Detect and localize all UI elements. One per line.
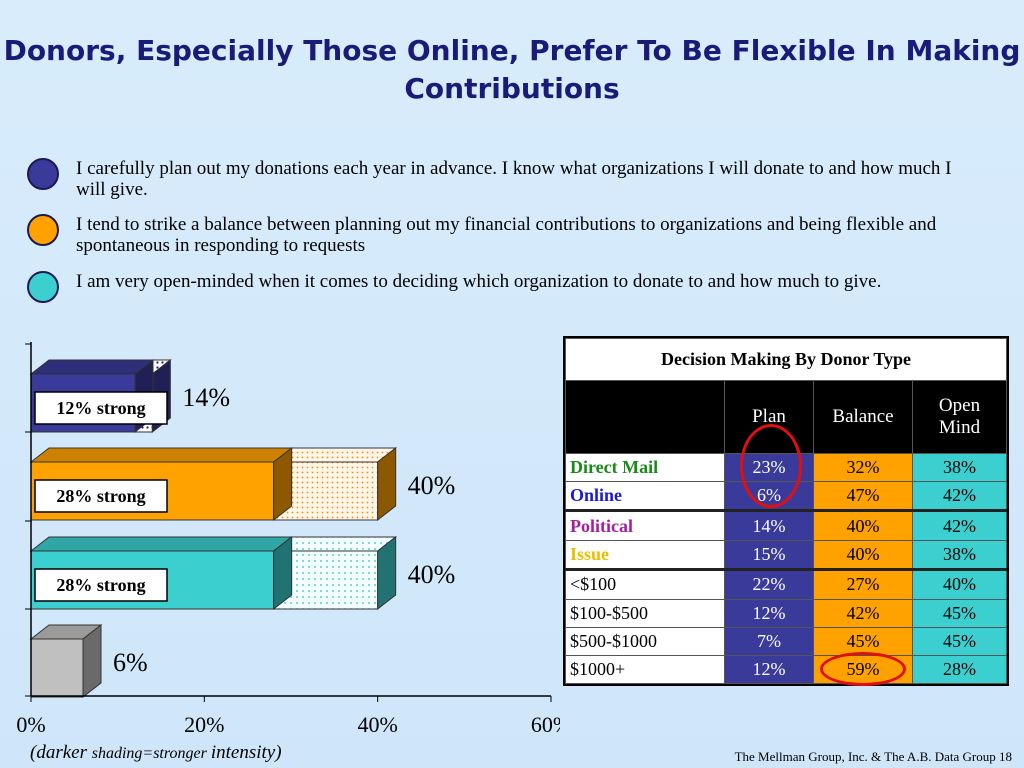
highlight-circle-plan xyxy=(740,424,802,508)
table-row-label: Political xyxy=(565,509,725,541)
table-cell-plan: 12% xyxy=(724,654,814,685)
legend-dot-balance xyxy=(27,214,59,246)
table-cell-balance: 27% xyxy=(813,568,913,600)
table-cell-balance: 40% xyxy=(813,539,913,571)
strong-label-box xyxy=(34,568,168,602)
highlight-circle-balance xyxy=(820,652,906,686)
bar-strong-segment xyxy=(29,623,103,699)
table-cell-open: 45% xyxy=(912,626,1007,656)
table-row-label: $100-$500 xyxy=(565,598,725,628)
table-cell-open: 40% xyxy=(912,568,1007,600)
table-row-label: <$100 xyxy=(565,568,725,600)
strong-label-box xyxy=(34,479,168,513)
table-header-open: Open Mind xyxy=(912,380,1007,454)
legend-text-open: I am very open-minded when it comes to d… xyxy=(76,271,882,292)
table-cell-plan: 15% xyxy=(724,539,814,571)
table-cell-plan: 12% xyxy=(724,598,814,628)
legend-dot-open xyxy=(27,271,59,303)
table-cell-open: 38% xyxy=(912,539,1007,571)
strong-label: 12% strong xyxy=(56,398,145,418)
table-row: Issue 15% 40% 38% xyxy=(565,539,1007,571)
table-row-label: $500-$1000 xyxy=(565,626,725,656)
x-tick-label: 40% xyxy=(358,712,398,737)
note-part2: shading=stronger xyxy=(91,745,211,762)
table-cell-plan: 14% xyxy=(724,509,814,541)
table-row-label: $1000+ xyxy=(565,654,725,685)
table-row: $1000+ 12% 59% 28% xyxy=(565,654,1007,685)
table-row: <$100 22% 27% 40% xyxy=(565,568,1007,600)
table-header-balance: Balance xyxy=(813,380,913,454)
table-row: $100-$500 12% 42% 45% xyxy=(565,598,1007,628)
footer-credit: The Mellman Group, Inc. & The A.B. Data … xyxy=(734,749,1012,764)
table-cell-open: 45% xyxy=(912,598,1007,628)
strong-label: 28% strong xyxy=(56,575,145,595)
table-cell-open: 28% xyxy=(912,654,1007,685)
table-caption: Decision Making By Donor Type xyxy=(565,337,1007,382)
table-header-blank xyxy=(565,380,725,454)
strong-label: 28% strong xyxy=(56,486,145,506)
table-cell-plan: 22% xyxy=(724,568,814,600)
bar-chart: 12% strong 14% 28% strong 40% 28% strong 40% 6… xyxy=(16,342,560,737)
table-row: Political 14% 40% 42% xyxy=(565,509,1007,541)
table-row-label: Issue xyxy=(565,539,725,571)
bar-value-label: 6% xyxy=(113,648,148,677)
table-cell-open: 42% xyxy=(912,481,1007,512)
table-cell-balance: 40% xyxy=(813,509,913,541)
x-tick-label: 0% xyxy=(16,712,45,737)
legend-dot-plan xyxy=(27,158,59,190)
table-cell-balance: 47% xyxy=(813,481,913,512)
bar-value-label: 40% xyxy=(408,560,456,589)
table-cell-balance: 42% xyxy=(813,598,913,628)
table-row: $500-$1000 7% 45% 45% xyxy=(565,626,1007,656)
table-cell-open: 38% xyxy=(912,452,1007,483)
bar-value-label: 14% xyxy=(182,383,230,412)
table-cell-open: 42% xyxy=(912,509,1007,541)
table-row: Online 6% 47% 42% xyxy=(565,481,1007,512)
legend-text-balance: I tend to strike a balance between plann… xyxy=(76,214,937,256)
table-cell-balance: 45% xyxy=(813,626,913,656)
x-tick-label: 20% xyxy=(184,712,224,737)
strong-label-box xyxy=(34,391,168,425)
shading-note: (darker shading=stronger intensity) xyxy=(30,742,282,764)
donor-type-table: Decision Making By Donor Type Plan Balan… xyxy=(563,336,1009,686)
table-row-label: Online xyxy=(565,481,725,512)
table-cell-plan: 7% xyxy=(724,626,814,656)
note-part3: intensity) xyxy=(210,742,282,763)
x-tick-label: 60% xyxy=(531,712,560,737)
note-part1: (darker xyxy=(30,742,92,763)
table-row-label: Direct Mail xyxy=(565,452,725,483)
page-title: Donors, Especially Those Online, Prefer … xyxy=(3,34,1021,105)
table-cell-balance: 32% xyxy=(813,452,913,483)
bar-value-label: 40% xyxy=(408,471,456,500)
legend-text-plan: I carefully plan out my donations each y… xyxy=(76,158,952,200)
